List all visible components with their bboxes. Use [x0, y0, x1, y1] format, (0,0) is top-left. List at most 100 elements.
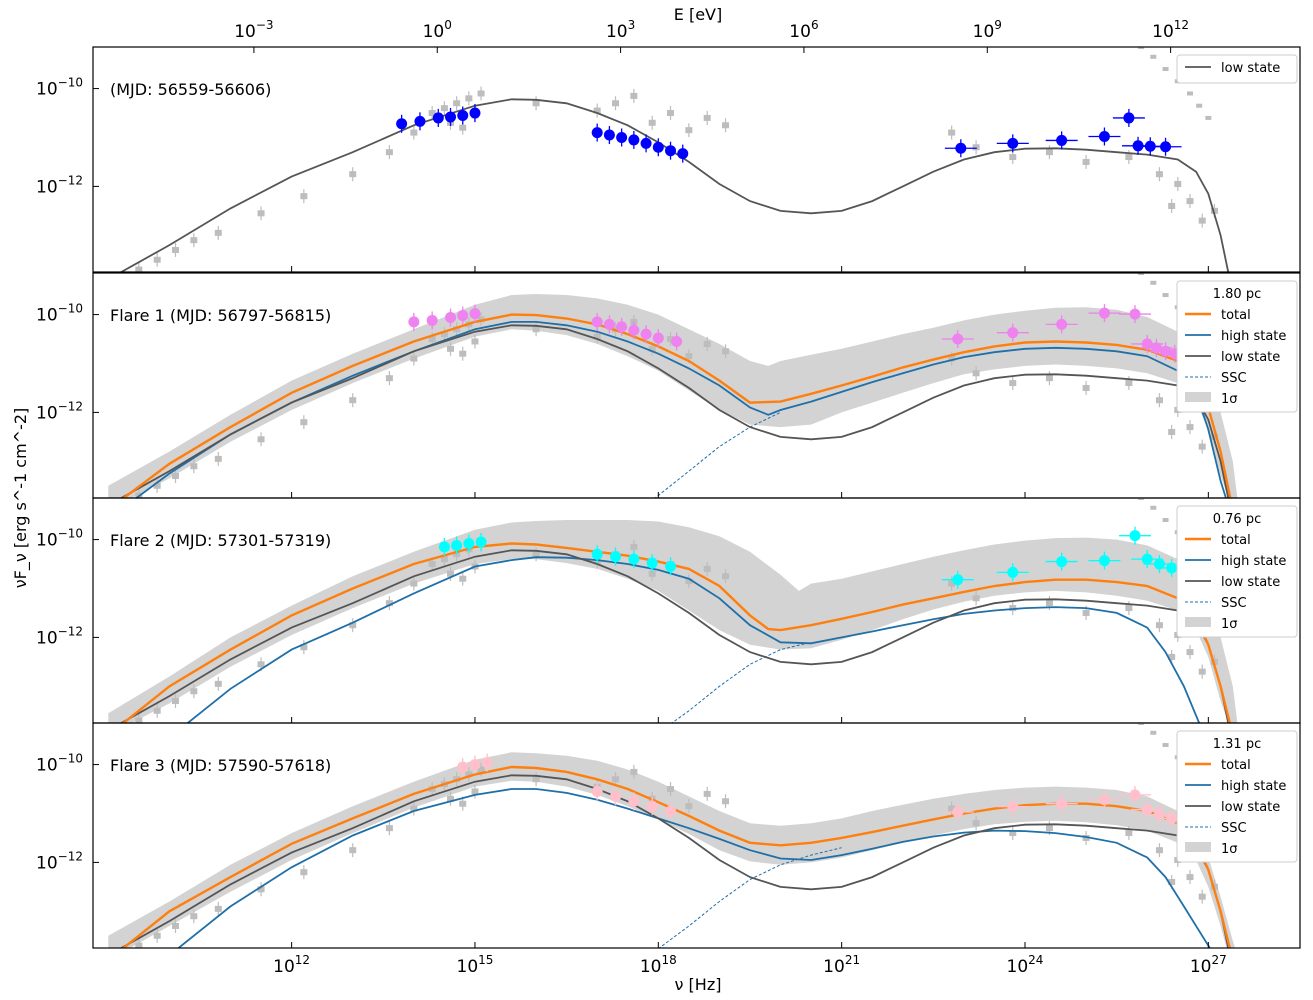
data-point — [457, 761, 469, 773]
data-point — [469, 308, 481, 320]
data-point — [1098, 555, 1110, 567]
archival-point — [117, 727, 124, 733]
archival-point — [703, 565, 711, 572]
data-point — [652, 332, 664, 344]
data-point — [952, 333, 964, 345]
archival-point — [1168, 653, 1176, 660]
archival-point — [1045, 375, 1053, 382]
archival-point — [190, 688, 198, 695]
data-point — [1007, 566, 1019, 578]
archival-point — [1198, 668, 1206, 675]
archival-point — [459, 575, 467, 582]
archival-point — [459, 124, 467, 131]
archival-point — [257, 436, 265, 443]
archival-point — [612, 100, 620, 107]
low-state-curve — [119, 549, 1230, 723]
data-point — [1007, 137, 1019, 149]
data-point — [1141, 804, 1153, 816]
archival-point — [1155, 622, 1163, 629]
archival-point — [447, 345, 455, 352]
data-point — [457, 109, 469, 121]
data-point — [955, 142, 967, 154]
archival-point — [722, 798, 730, 805]
archival-point — [385, 825, 393, 832]
top-tick-label: 106 — [789, 18, 818, 42]
archival-point — [722, 573, 730, 580]
archival-point — [214, 229, 222, 236]
x-tick-label: 1018 — [640, 953, 677, 977]
archival-point — [532, 100, 540, 107]
panel-1-label: (MJD: 56559-56606) — [110, 80, 271, 99]
archival-point — [1009, 380, 1017, 387]
x-tick-label: 1024 — [1007, 953, 1044, 977]
legend-entry: low state — [1221, 575, 1280, 590]
archival-point — [300, 419, 308, 426]
data-point — [432, 112, 444, 124]
data-point — [1056, 798, 1068, 810]
archival-point — [630, 768, 638, 775]
archival-point — [385, 149, 393, 156]
archival-point — [722, 122, 730, 129]
data-point — [457, 310, 469, 322]
x-tick-label: 1021 — [823, 953, 860, 977]
archival-point — [410, 580, 418, 587]
high-state-curve — [134, 321, 1227, 498]
archival-point — [1210, 207, 1218, 214]
top-tick-label: 1012 — [1152, 18, 1189, 42]
archival-point — [667, 786, 675, 793]
archival-point — [532, 551, 540, 558]
archival-vhe-point — [1162, 67, 1169, 72]
archival-point — [440, 331, 448, 338]
archival-point — [117, 276, 124, 282]
archival-point — [300, 193, 308, 200]
archival-vhe-point — [1196, 103, 1203, 108]
y-tick-label: 10−10 — [36, 752, 83, 776]
archival-point — [1082, 609, 1090, 616]
high-state-curve — [177, 788, 1211, 948]
data-point — [469, 759, 481, 771]
data-point — [1150, 342, 1162, 354]
archival-point — [300, 869, 308, 876]
archival-point — [667, 336, 675, 343]
data-point — [591, 785, 603, 797]
data-point — [445, 312, 457, 324]
archival-point — [667, 110, 675, 117]
data-point — [1129, 308, 1141, 320]
archival-point — [214, 455, 222, 462]
data-point — [1007, 327, 1019, 339]
legend-entry: high state — [1221, 779, 1286, 794]
archival-point — [1186, 874, 1194, 881]
archival-point — [972, 144, 980, 151]
archival-point — [630, 92, 638, 99]
archival-point — [1125, 830, 1133, 837]
archival-point — [1168, 878, 1176, 885]
y-axis-title: νF_ν [erg s^-1 cm^-2] — [11, 408, 31, 589]
total-curve — [121, 765, 1231, 948]
data-point — [646, 800, 658, 812]
legend-key-band — [1185, 842, 1211, 852]
data-point — [469, 107, 481, 119]
panel-2-legend: 1.80 pc total high state low state SSC 1σ — [1176, 280, 1298, 413]
panel-4-legend: 1.31 pc total high state low state SSC 1σ — [1176, 730, 1298, 863]
panel-3-label: Flare 2 (MJD: 57301-57319) — [110, 531, 331, 550]
sigma-band — [108, 520, 1238, 723]
data-point — [1123, 112, 1135, 124]
archival-point — [428, 110, 436, 117]
data-point — [640, 137, 652, 149]
archival-vhe-point — [1150, 730, 1157, 735]
archival-point — [1198, 217, 1206, 224]
archival-point — [465, 771, 473, 778]
archival-point — [972, 370, 980, 377]
archival-point — [685, 127, 693, 134]
legend-entry: high state — [1221, 554, 1286, 569]
low-state-curve — [119, 324, 1230, 498]
archival-point — [1155, 397, 1163, 404]
archival-point — [349, 171, 357, 178]
archival-vhe-point — [1162, 743, 1169, 748]
archival-point — [648, 345, 656, 352]
data-point — [463, 537, 475, 549]
archival-point — [190, 463, 198, 470]
legend-entry: total — [1221, 308, 1251, 323]
archival-point — [703, 340, 711, 347]
